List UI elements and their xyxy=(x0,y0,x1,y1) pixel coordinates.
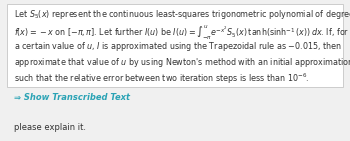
Text: ⇒ Show Transcribed Text: ⇒ Show Transcribed Text xyxy=(14,93,130,102)
Text: Let $S_5(x)$ represent the continuous least-squares trigonometric polynomial of : Let $S_5(x)$ represent the continuous le… xyxy=(14,8,350,21)
FancyBboxPatch shape xyxy=(7,4,343,87)
Text: such that the relative error between two iteration steps is less than $10^{-6}$.: such that the relative error between two… xyxy=(14,72,309,86)
Text: a certain value of $u$, $I$ is approximated using the Trapezoidal rule as $-0.01: a certain value of $u$, $I$ is approxima… xyxy=(14,40,342,53)
Text: please explain it.: please explain it. xyxy=(14,123,86,132)
Text: approximate that value of $u$ by using Newton's method with an initial approxima: approximate that value of $u$ by using N… xyxy=(14,56,350,71)
Text: $f(x) = -x$ on $[-\pi, \pi]$. Let further $I(u)$ be $I(u) = \int_{-\pi}^{u} e^{-: $f(x) = -x$ on $[-\pi, \pi]$. Let furthe… xyxy=(14,24,349,42)
